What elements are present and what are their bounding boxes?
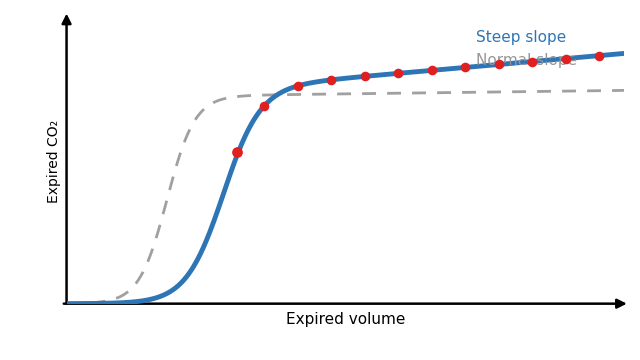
Y-axis label: Expired CO₂: Expired CO₂ [47, 120, 61, 203]
Point [594, 53, 604, 59]
Point [427, 67, 437, 73]
Point [493, 62, 504, 67]
Point [460, 64, 470, 70]
X-axis label: Expired volume: Expired volume [285, 312, 405, 327]
Point [326, 77, 337, 83]
Point [232, 149, 242, 155]
Point [360, 73, 370, 79]
Point [527, 59, 537, 64]
Point [393, 71, 403, 76]
Point [561, 56, 571, 62]
Point [292, 83, 303, 89]
Point [259, 103, 269, 108]
Text: Steep slope: Steep slope [476, 30, 566, 45]
Text: Normal slope: Normal slope [476, 53, 577, 68]
